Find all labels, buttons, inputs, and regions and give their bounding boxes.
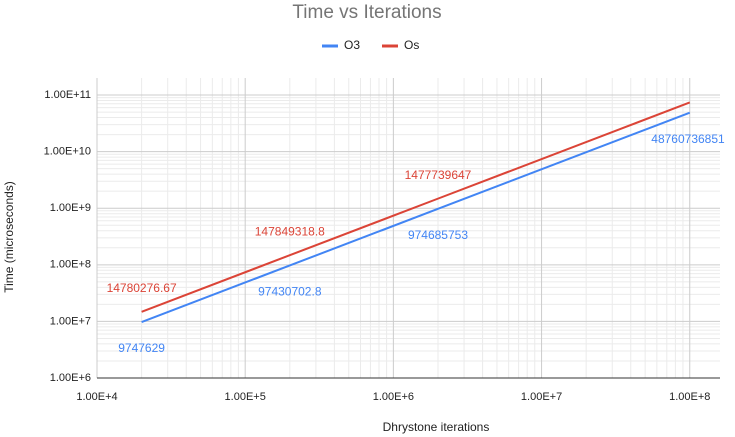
x-tick-label: 1.00E+6 <box>373 391 414 403</box>
legend-label: Os <box>404 38 419 52</box>
data-label: 9747629 <box>118 341 165 355</box>
x-tick-label: 1.00E+8 <box>669 391 710 403</box>
y-tick-label: 1.00E+7 <box>50 315 91 327</box>
data-label: 97430702.8 <box>258 285 322 299</box>
legend-label: O3 <box>344 38 360 52</box>
series-line <box>141 101 691 313</box>
data-label: 147849318.8 <box>255 224 325 238</box>
series-line <box>141 111 691 323</box>
y-tick-label: 1.00E+10 <box>44 146 91 158</box>
x-tick-label: 1.00E+4 <box>76 391 117 403</box>
data-label: 14780276.67 <box>107 281 177 295</box>
y-tick-label: 1.00E+8 <box>50 259 91 271</box>
x-tick-label: 1.00E+5 <box>225 391 266 403</box>
y-axis-title: Time (microseconds) <box>2 181 16 293</box>
y-tick-label: 1.00E+6 <box>50 372 91 384</box>
x-axis-title: Dhrystone iterations <box>383 420 490 434</box>
x-tick-label: 1.00E+7 <box>521 391 562 403</box>
y-tick-label: 1.00E+11 <box>44 89 91 101</box>
data-label: 974685753 <box>408 228 468 242</box>
y-tick-label: 1.00E+9 <box>50 202 91 214</box>
chart-title: Time vs Iterations <box>292 2 441 23</box>
data-label: 48760736851 <box>651 132 725 146</box>
data-label: 1477739647 <box>405 168 472 182</box>
